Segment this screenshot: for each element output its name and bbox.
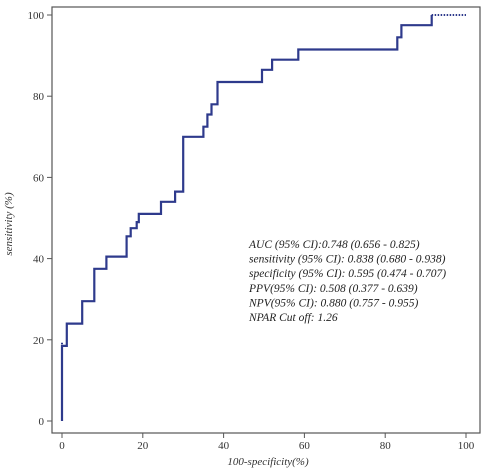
x-tick-label: 60 (299, 440, 311, 452)
y-tick-label: 20 (33, 335, 45, 347)
y-axis-title: sensitivity (%) (3, 192, 15, 256)
annotation-line: NPAR Cut off: 1.26 (248, 312, 338, 324)
x-axis-title: 100-specificity(%) (227, 456, 309, 468)
series-layer (60, 14, 466, 421)
x-tick-label: 40 (218, 440, 230, 452)
axes-frame (51, 6, 481, 434)
roc-curve-line (60, 15, 433, 421)
y-tick-label: 0 (39, 416, 45, 428)
annotation-box: AUC (95% CI):0.748 (0.656 - 0.825) sensit… (248, 239, 446, 324)
annotation-line: specificity (95% CI): 0.595 (0.474 - 0.7… (249, 268, 446, 280)
x-axis: 0 20 40 60 80 100 (59, 433, 475, 452)
annotation-line: AUC (95% CI):0.748 (0.656 - 0.825) (248, 239, 420, 251)
plot-frame (51, 6, 481, 434)
y-tick-label: 60 (33, 172, 45, 184)
y-tick-label: 80 (33, 91, 45, 103)
x-tick-label: 80 (380, 440, 392, 452)
annotation-line: sensitivity (95% CI): 0.838 (0.680 - 0.9… (249, 254, 446, 266)
x-tick-label: 100 (458, 440, 475, 452)
annotation-line: PPV(95% CI): 0.508 (0.377 - 0.639) (248, 283, 418, 295)
y-tick-label: 100 (28, 10, 45, 22)
x-tick-label: 0 (59, 440, 65, 452)
y-tick-label: 40 (33, 254, 45, 266)
annotation-line: NPV(95% CI): 0.880 (0.757 - 0.955) (248, 297, 418, 309)
x-tick-label: 20 (137, 440, 149, 452)
y-axis: 0 20 40 60 80 100 (28, 10, 52, 428)
